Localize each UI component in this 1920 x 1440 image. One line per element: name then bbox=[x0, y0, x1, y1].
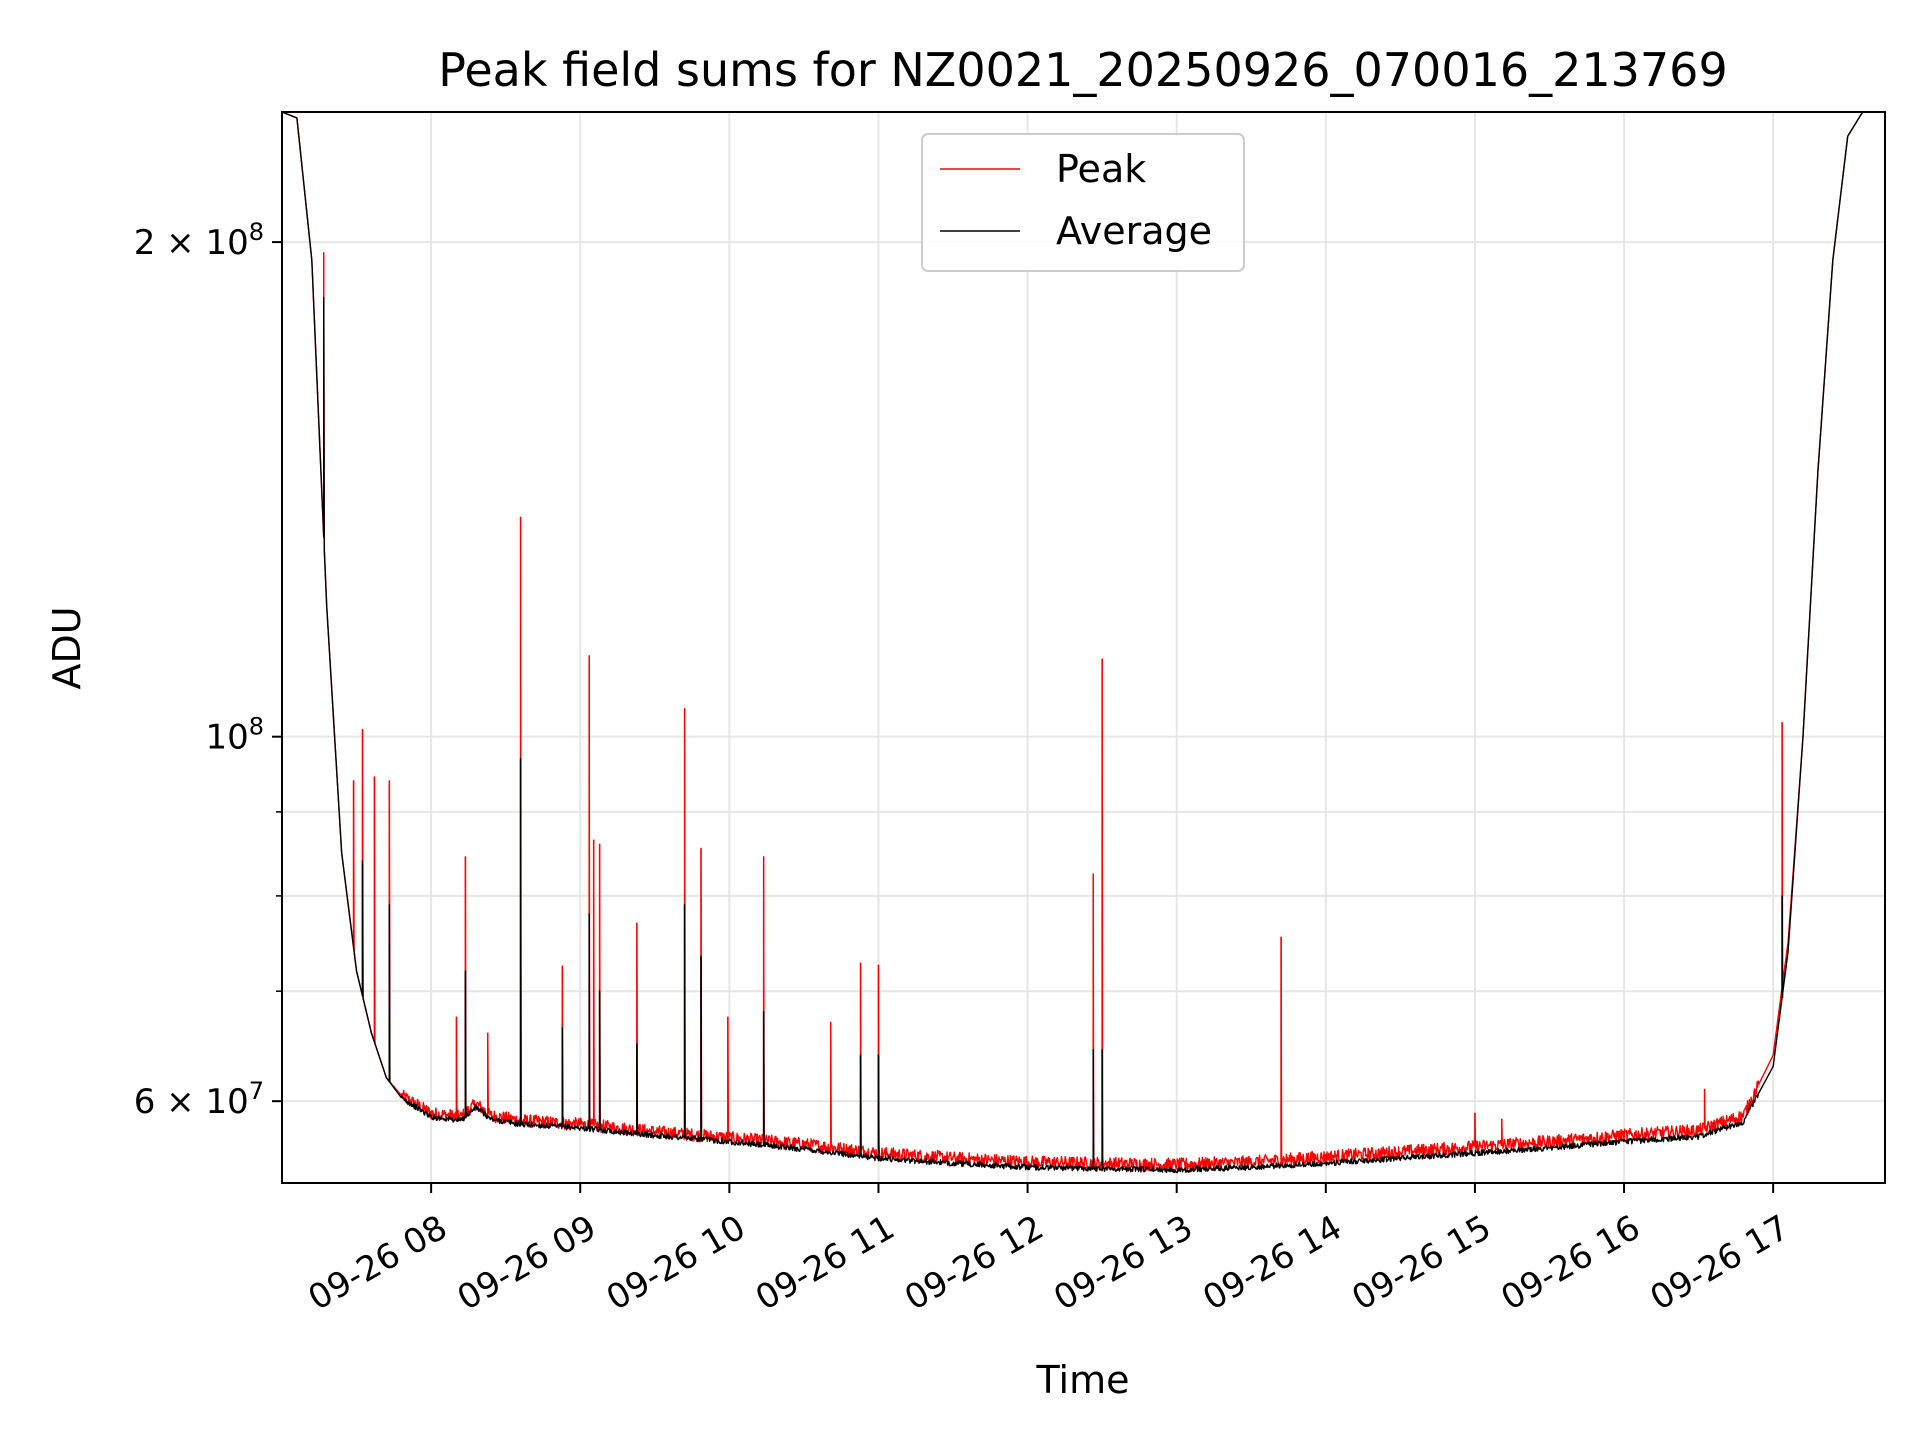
plot-frame bbox=[281, 111, 1886, 1184]
legend-label-average: Average bbox=[1056, 209, 1212, 253]
legend-label-peak: Peak bbox=[1056, 147, 1146, 191]
x-axis-label: Time bbox=[1036, 1358, 1130, 1402]
y-axis-label: ADU bbox=[45, 606, 89, 689]
grid bbox=[282, 112, 1885, 1183]
y-tick-label: 2 × 108 bbox=[134, 218, 264, 263]
series-line-average bbox=[281, 111, 1885, 1174]
legend: Peak Average bbox=[921, 133, 1245, 272]
y-tick-label: 108 bbox=[205, 713, 264, 758]
plot-area bbox=[281, 111, 1885, 1174]
series-layer bbox=[281, 111, 1885, 1174]
y-tick-label: 6 × 107 bbox=[134, 1077, 264, 1122]
y-axis: 6 × 107 108 2 × 108 bbox=[134, 218, 282, 1122]
chart-title: Peak field sums for NZ0021_20250926_0700… bbox=[438, 43, 1727, 97]
